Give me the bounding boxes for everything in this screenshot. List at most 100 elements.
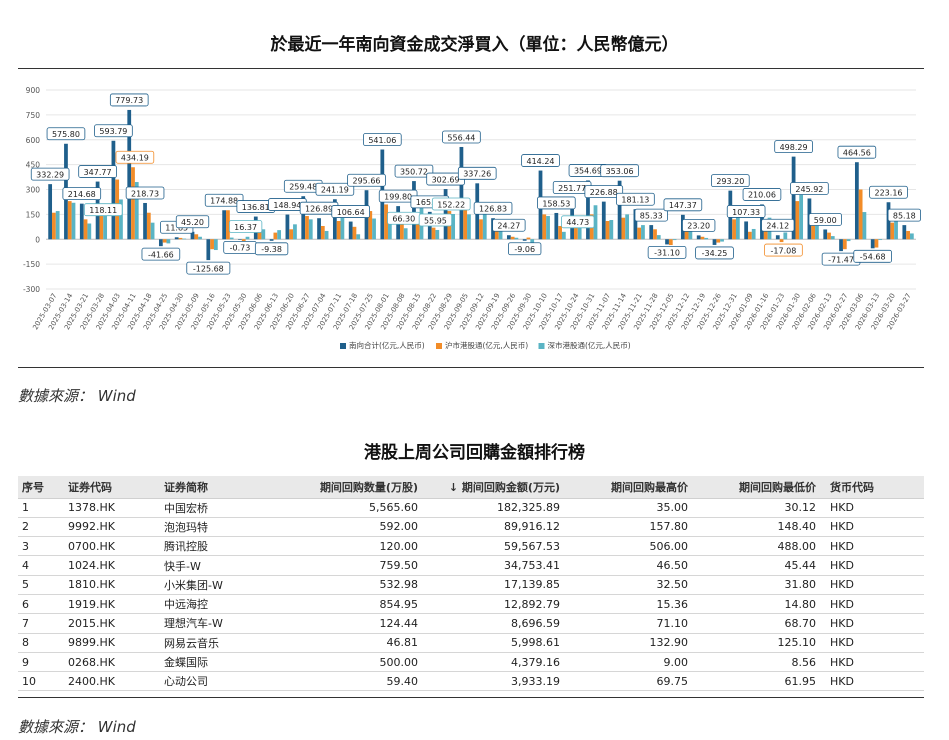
data-label-box [331,205,370,218]
data-label-text: -41.66 [148,250,174,259]
bar-shenzhen [403,228,408,240]
data-label: -54.68 [853,249,892,263]
bar-total [854,162,859,240]
bar-shanghai [257,227,262,240]
cell-high: 9.00 [564,652,692,673]
data-label-box [584,185,624,199]
header-quantity[interactable]: 期间回购数量(万股) [284,476,422,499]
bar-shenzhen [182,238,187,240]
data-label-text: 45.20 [181,218,204,227]
data-label-text: 218.73 [131,189,159,198]
data-label-box [30,167,70,181]
data-label: 241.19 [315,182,355,196]
data-label-box [726,205,766,218]
bar-total [791,156,796,240]
data-label-box [141,247,181,261]
bar-shanghai [653,229,657,240]
cell-high: 15.36 [564,594,692,615]
bar-shenzhen [324,230,329,240]
header-code[interactable]: 证券代码 [64,476,160,499]
data-label-box [457,166,497,180]
y-tick-label: 0 [35,235,40,244]
data-label-text: 59.00 [814,216,837,225]
data-label-text: 107.33 [732,208,760,217]
cell-currency: HKD [820,613,924,634]
bar-shanghai [779,239,784,243]
data-label-text: 541.06 [368,136,396,145]
data-label: -125.68 [186,261,231,275]
table-row: 1 1378.HK 中国宏桥 5,565.60 182,325.89 35.00 30.12… [18,498,924,518]
bar-total [238,239,242,240]
data-label-text: 136.81 [242,203,270,212]
data-label: 226.88 [584,185,624,199]
data-label: 353.06 [600,164,639,178]
data-label-box [125,186,165,200]
cell-quantity: 124.44 [284,613,422,634]
southbound-chart: 900 750 600 450 300 150 0 -150 -300 2025-03-07 202… [18,76,924,366]
bar-shenzhen [451,214,456,240]
data-label-box [78,165,117,178]
bar-shenzhen [387,214,392,240]
header-high[interactable]: 期间回购最高价 [564,476,692,499]
data-label-box [394,164,434,178]
cell-high: 35.00 [564,498,692,518]
data-label-extra: 434.19 [115,150,155,164]
data-label-text: 24.27 [497,222,520,231]
data-label-box [790,182,829,195]
table-title: 港股上周公司回購金額排行榜 [364,443,585,463]
bar-shanghai [795,201,800,240]
legend-label: 深市港股通(亿元,人民币) [548,340,631,350]
data-label-box [363,133,402,146]
bar-total [79,203,84,240]
bar-shenzhen [213,239,218,251]
header-index[interactable]: 序号 [18,476,64,499]
data-label: 107.33 [726,205,766,218]
cell-quantity: 532.98 [284,575,422,595]
bar-shenzhen [87,223,92,240]
cell-low: 14.80 [692,594,820,615]
bar-total [206,239,211,261]
data-label-extra: 44.73 [561,215,595,229]
data-label-text: 556.44 [447,133,475,142]
cell-low: 30.12 [692,498,820,518]
table-row: 7 2015.HK 理想汽车-W 124.44 8,696.59 71.10 68.70 HK… [18,613,924,634]
bar-shanghai [479,219,483,240]
y-tick-label: -300 [23,285,40,294]
cell-name: 小米集团-W [160,575,284,595]
bar-shanghai [906,230,910,240]
bar-shanghai [415,214,420,240]
bar-shanghai [842,239,847,250]
data-label: 332.29 [30,167,70,181]
data-label-text: 11.85 [165,224,188,233]
data-label-extra: 55.95 [418,213,453,227]
data-label-box [600,164,639,178]
header-low[interactable]: 期间回购最低价 [692,476,820,499]
data-label-text: 251.77 [558,184,586,193]
cell-high: 69.75 [564,671,692,692]
bar-shenzhen [830,236,835,240]
header-name[interactable]: 证券简称 [160,476,284,499]
data-label: 541.06 [363,133,402,146]
header-currency[interactable]: 货币代码 [820,476,924,499]
data-label-box [347,173,386,187]
cell-name: 心动公司 [160,671,284,692]
y-tick-label: 150 [26,210,41,219]
bar-shanghai [510,236,515,240]
cell-name: 金蝶国际 [160,652,284,673]
cell-code: 9992.HK [64,517,160,538]
header-amount[interactable]: ↓ 期间回购金额(万元) [422,476,564,499]
cell-quantity: 500.00 [284,652,422,673]
data-label-extra-text: 44.73 [566,218,589,227]
data-label-box [62,187,102,201]
data-label-text: 575.80 [52,130,80,139]
bar-shanghai [605,221,610,240]
data-label-text: 241.19 [321,186,349,195]
data-label-extra-box [83,203,123,217]
bar-shenzhen [815,220,819,240]
data-label: 295.66 [347,173,386,187]
bar-shanghai [827,232,831,240]
data-label-text: 347.77 [84,168,112,177]
data-label-extra: 152.22 [431,197,471,211]
cell-amount: 89,916.12 [422,517,564,538]
cell-index: 8 [18,633,64,653]
